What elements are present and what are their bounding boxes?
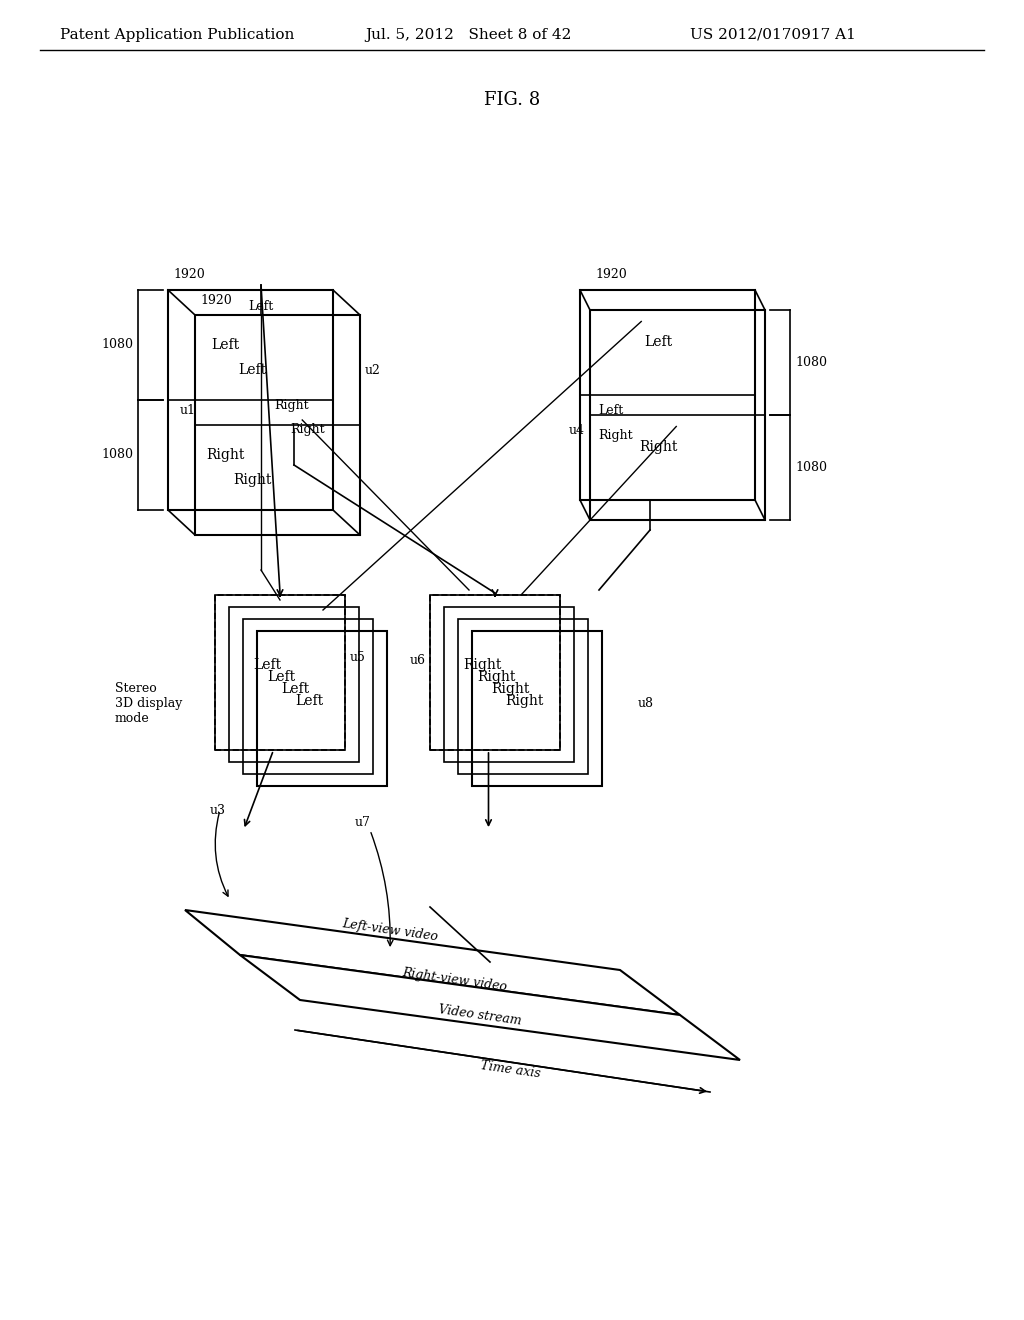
Text: 1080: 1080 — [795, 356, 827, 370]
Text: US 2012/0170917 A1: US 2012/0170917 A1 — [690, 28, 856, 42]
Text: 1080: 1080 — [101, 338, 133, 351]
Text: 1920: 1920 — [200, 293, 231, 306]
Text: u5: u5 — [350, 651, 366, 664]
Text: Left: Left — [253, 657, 281, 672]
Text: Right-view video: Right-view video — [401, 966, 508, 994]
Text: Left: Left — [295, 694, 323, 708]
Text: Left: Left — [212, 338, 240, 352]
Text: Patent Application Publication: Patent Application Publication — [60, 28, 294, 42]
Text: Right: Right — [477, 669, 515, 684]
Text: Left: Left — [239, 363, 267, 378]
Text: u3: u3 — [210, 804, 226, 817]
Text: Right: Right — [274, 399, 309, 412]
Text: Right: Right — [463, 657, 501, 672]
Text: u8: u8 — [638, 697, 654, 710]
Text: Right: Right — [207, 447, 245, 462]
Text: Right: Right — [233, 473, 272, 487]
Text: u2: u2 — [365, 363, 381, 376]
Polygon shape — [185, 909, 680, 1015]
Text: Jul. 5, 2012   Sheet 8 of 42: Jul. 5, 2012 Sheet 8 of 42 — [365, 28, 571, 42]
Text: 1080: 1080 — [101, 449, 133, 462]
Text: Left-view video: Left-view video — [341, 917, 439, 944]
Text: Left: Left — [281, 681, 309, 696]
Text: Video stream: Video stream — [437, 1003, 522, 1027]
Text: FIG. 8: FIG. 8 — [484, 91, 540, 110]
Text: 1920: 1920 — [173, 268, 205, 281]
Text: Left: Left — [645, 335, 673, 350]
Text: Left: Left — [249, 301, 273, 314]
Text: u6: u6 — [410, 653, 426, 667]
Text: Right: Right — [599, 429, 634, 441]
Text: Right: Right — [490, 681, 529, 696]
Text: Left: Left — [267, 669, 295, 684]
Text: 1920: 1920 — [595, 268, 627, 281]
Text: Right: Right — [640, 441, 678, 454]
Text: Left: Left — [599, 404, 624, 417]
Text: 1080: 1080 — [795, 461, 827, 474]
Polygon shape — [240, 954, 740, 1060]
Text: Stereo
3D display
mode: Stereo 3D display mode — [115, 682, 182, 725]
Text: u4: u4 — [569, 424, 585, 437]
Text: Right: Right — [291, 424, 326, 437]
Text: Time axis: Time axis — [479, 1060, 541, 1081]
Text: u1: u1 — [180, 404, 196, 417]
Text: u7: u7 — [355, 816, 371, 829]
Text: Right: Right — [505, 694, 543, 708]
